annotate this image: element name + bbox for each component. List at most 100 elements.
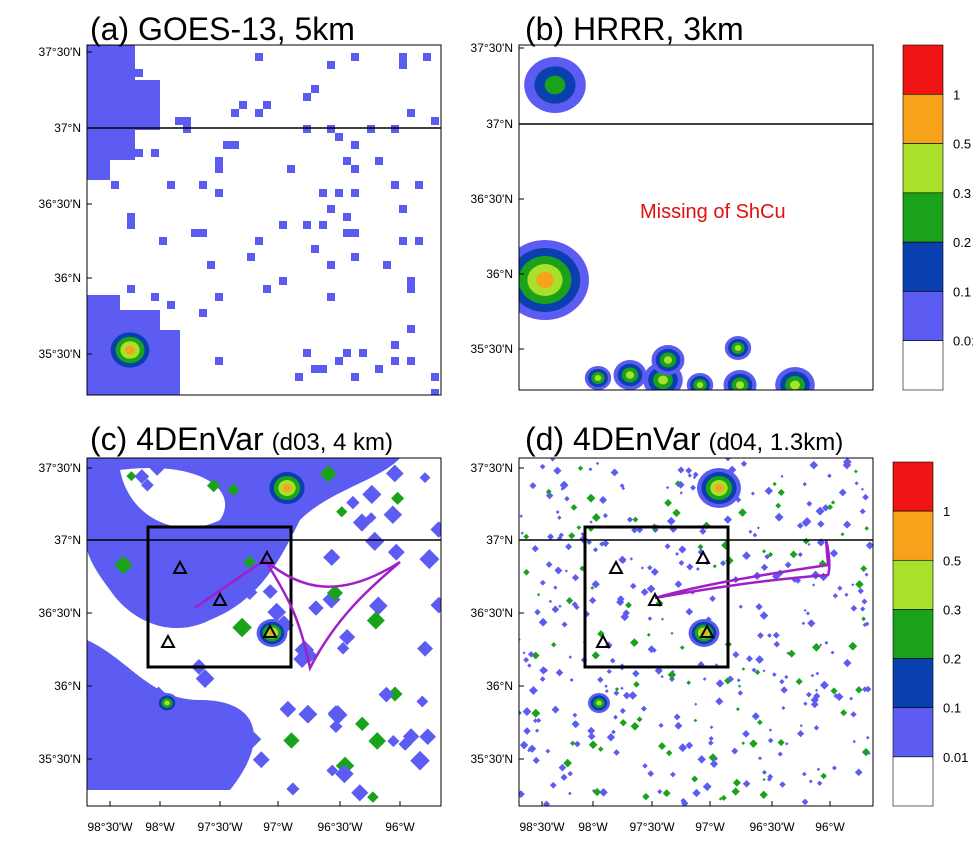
cloud-cell xyxy=(780,474,784,478)
cloud-cell xyxy=(692,788,701,798)
panel-title: (b) HRRR, 3km xyxy=(525,11,744,47)
cloud-pixel xyxy=(343,157,351,165)
cloud-cell xyxy=(586,493,596,503)
cloud-cell xyxy=(796,522,804,529)
cloud-cell xyxy=(784,561,792,569)
cloud-pixel xyxy=(151,85,159,93)
cloud-pixel xyxy=(151,149,159,157)
cloud-cell xyxy=(614,687,620,692)
map-field xyxy=(87,458,441,803)
cloud-pixel xyxy=(391,125,399,133)
cloud-cell xyxy=(762,769,767,775)
cloud-cell xyxy=(735,707,740,712)
cloud-cell xyxy=(850,604,858,612)
cloud-pixel xyxy=(231,109,239,117)
cloud-contour xyxy=(658,375,668,385)
y-tick-label: 36°N xyxy=(54,271,81,285)
site-marker xyxy=(608,559,624,574)
cloud-pixel xyxy=(303,125,311,133)
cloud-cell xyxy=(572,712,578,718)
cloud-cell xyxy=(752,532,758,538)
cloud-contour xyxy=(536,272,554,288)
cloud-cell xyxy=(842,460,852,470)
cloud-cell xyxy=(368,732,387,750)
y-tick-label: 37°N xyxy=(54,121,81,135)
cloud-cell xyxy=(815,506,825,516)
y-tick-label: 37°30'N xyxy=(39,461,81,475)
cloud-cell xyxy=(691,775,699,783)
cloud-cell xyxy=(630,638,639,647)
cloud-cell xyxy=(329,720,343,734)
y-tick-label: 36°30'N xyxy=(39,197,81,211)
cloud-cell xyxy=(787,649,796,658)
cloud-cell xyxy=(762,549,767,554)
cloud-pixel xyxy=(151,381,159,389)
cloud-cell xyxy=(750,491,755,496)
cloud-cell xyxy=(568,655,573,659)
cloud-cell xyxy=(852,739,856,744)
cloud-pixel xyxy=(239,101,247,109)
cloud-cell xyxy=(680,799,689,806)
cloud-cell xyxy=(855,580,864,589)
cloud-cell xyxy=(777,751,783,757)
x-tick-label: 98°30'W xyxy=(87,820,133,834)
cloud-cell xyxy=(114,555,133,575)
cloud-cell xyxy=(789,550,798,559)
cloud-cell xyxy=(762,669,766,673)
cloud-contour xyxy=(544,75,566,95)
cloud-cell xyxy=(795,678,803,686)
cloud-cell xyxy=(286,782,300,796)
cloud-pixel xyxy=(159,237,167,245)
cloud-cell xyxy=(854,768,863,777)
cloud-cell xyxy=(220,765,239,784)
cloud-cell xyxy=(542,800,551,806)
cloud-cell xyxy=(595,461,600,466)
cloud-cell xyxy=(693,718,698,723)
cloud-pixel xyxy=(303,93,311,101)
cloud-cell xyxy=(692,475,697,480)
colorbar-label: 0.5 xyxy=(943,553,961,568)
cloud-cell xyxy=(694,702,698,706)
y-tick-label: 37°30'N xyxy=(471,461,513,475)
cloud-cell xyxy=(555,668,564,677)
x-tick-label: 97°W xyxy=(263,820,293,834)
cloud-cell xyxy=(629,582,637,590)
cloud-pixel xyxy=(319,221,327,229)
cloud-cell xyxy=(742,551,751,561)
cloud-cell xyxy=(621,486,626,491)
cloud-pixel xyxy=(111,181,119,189)
cloud-pixel xyxy=(327,125,335,133)
cloud-cell xyxy=(816,767,821,772)
cloud-cell xyxy=(549,781,557,789)
cloud-cell xyxy=(816,780,823,787)
cloud-cell xyxy=(519,514,523,518)
cloud-cell xyxy=(777,488,785,496)
cloud-cell xyxy=(797,552,803,558)
cloud-cell xyxy=(299,458,318,473)
cloud-pixel xyxy=(335,133,343,141)
cloud-area xyxy=(87,45,160,180)
cloud-pixel xyxy=(311,85,319,93)
cloud-cell xyxy=(531,708,541,718)
cloud-cell xyxy=(801,621,806,626)
cloud-cell xyxy=(539,463,546,470)
cloud-cell xyxy=(853,469,858,474)
cloud-pixel xyxy=(167,181,175,189)
cloud-cell xyxy=(383,505,403,524)
y-tick-label: 36°N xyxy=(486,679,513,693)
cloud-cell xyxy=(598,746,604,752)
map-field xyxy=(519,57,815,390)
y-tick-label: 35°30'N xyxy=(39,752,81,766)
cloud-cell xyxy=(670,771,676,778)
cloud-cell xyxy=(417,640,434,657)
cloud-cell xyxy=(532,756,540,764)
cloud-cell xyxy=(865,735,870,740)
cloud-pixel xyxy=(127,221,135,229)
cloud-cell xyxy=(742,729,750,738)
cloud-pixel xyxy=(215,165,223,173)
cloud-cell xyxy=(620,686,624,691)
cloud-cell xyxy=(764,553,770,560)
colorbar-label: 0.1 xyxy=(953,284,971,299)
cloud-cell xyxy=(803,701,808,706)
cloud-cell xyxy=(604,684,608,688)
